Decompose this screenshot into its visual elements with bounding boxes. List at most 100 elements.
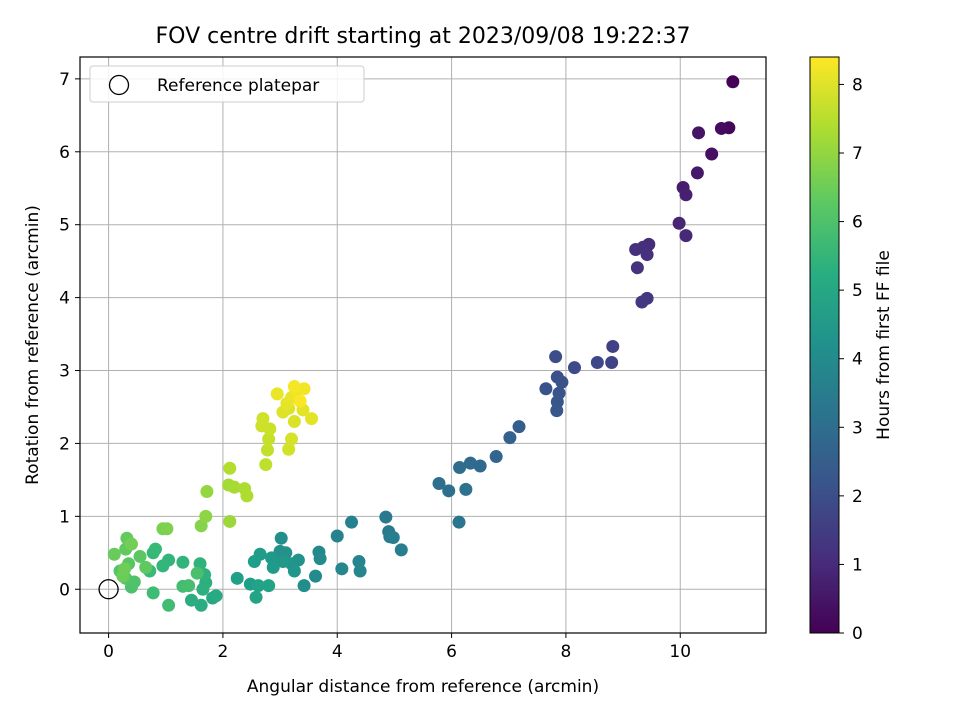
data-point xyxy=(199,509,213,523)
data-point xyxy=(287,564,301,578)
x-tick-label: 10 xyxy=(669,642,691,662)
x-tick-label: 6 xyxy=(446,642,457,662)
y-tick-label: 1 xyxy=(59,507,70,527)
data-point xyxy=(227,480,241,494)
y-axis-label: Rotation from reference (arcmin) xyxy=(23,205,43,485)
data-point xyxy=(287,380,301,394)
data-point xyxy=(282,442,296,456)
x-tick-label: 8 xyxy=(561,642,572,662)
data-point xyxy=(352,555,366,569)
data-point xyxy=(262,579,276,593)
data-point xyxy=(223,461,237,475)
colorbar-gradient xyxy=(809,56,840,634)
data-point xyxy=(590,355,604,369)
data-point xyxy=(146,586,160,600)
data-point xyxy=(240,489,254,503)
data-point xyxy=(353,564,367,578)
data-point xyxy=(118,562,132,576)
data-point xyxy=(305,412,319,426)
colorbar-tick-label: 8 xyxy=(852,75,863,95)
data-point xyxy=(249,590,263,604)
colorbar-ticks: 0 1 2 3 4 5 6 7 8 xyxy=(839,75,863,644)
y-tick-label: 7 xyxy=(59,70,70,90)
y-tick-label: 3 xyxy=(59,362,70,382)
colorbar-tick-label: 3 xyxy=(852,418,863,438)
colorbar-tick-label: 6 xyxy=(852,213,863,233)
data-point xyxy=(200,485,214,499)
data-point xyxy=(309,569,323,583)
plot-frame xyxy=(79,56,767,634)
legend-entry-label: Reference platepar xyxy=(157,76,319,96)
x-tick-label: 0 xyxy=(103,642,114,662)
data-point xyxy=(512,420,526,434)
x-axis-label: Angular distance from reference (arcmin) xyxy=(247,677,599,697)
colorbar: 0 1 2 3 4 5 6 7 8 Hours from first FF file xyxy=(809,56,894,644)
data-point xyxy=(251,579,265,593)
data-point xyxy=(156,559,170,573)
data-point xyxy=(555,375,569,389)
data-point xyxy=(605,355,619,369)
data-point xyxy=(432,477,446,491)
data-point xyxy=(256,412,270,426)
data-point xyxy=(209,589,223,603)
data-point xyxy=(330,529,344,543)
data-point xyxy=(133,549,147,563)
data-point xyxy=(274,531,288,545)
colorbar-tick-label: 4 xyxy=(852,350,863,370)
data-point xyxy=(386,530,400,544)
data-points xyxy=(98,75,740,612)
colorbar-tick-label: 1 xyxy=(852,555,863,575)
chart-title: FOV centre drift starting at 2023/09/08 … xyxy=(156,24,691,49)
data-point xyxy=(452,515,466,529)
reference-marker xyxy=(98,579,119,600)
data-point xyxy=(714,121,728,135)
data-point xyxy=(549,350,563,364)
legend-box xyxy=(89,65,365,103)
colorbar-label: Hours from first FF file xyxy=(874,250,894,440)
data-point xyxy=(463,456,477,470)
x-axis-ticks: 0 2 4 6 8 10 xyxy=(103,633,691,662)
data-point xyxy=(550,404,564,418)
data-point xyxy=(726,75,740,89)
data-point xyxy=(629,242,643,256)
data-point xyxy=(606,339,620,353)
y-tick-label: 2 xyxy=(59,434,70,454)
data-point xyxy=(297,579,311,593)
colorbar-tick-label: 5 xyxy=(852,281,863,301)
data-point xyxy=(679,188,693,202)
data-point xyxy=(293,394,307,408)
data-point xyxy=(679,229,693,243)
data-point xyxy=(247,555,261,569)
y-tick-label: 0 xyxy=(59,580,70,600)
data-point xyxy=(176,555,190,569)
y-tick-label: 6 xyxy=(59,143,70,163)
legend-marker-icon xyxy=(108,74,130,96)
data-point xyxy=(297,382,311,396)
data-point xyxy=(287,415,301,429)
y-tick-label: 5 xyxy=(59,216,70,236)
data-point xyxy=(162,598,176,612)
colorbar-tick-label: 7 xyxy=(852,144,863,164)
colorbar-tick-label: 2 xyxy=(852,487,863,507)
data-point xyxy=(262,432,276,446)
colorbar-tick-label: 0 xyxy=(852,624,863,644)
data-point xyxy=(270,387,284,401)
data-point xyxy=(223,514,237,528)
data-point xyxy=(285,432,299,446)
data-point xyxy=(335,562,349,576)
data-point xyxy=(261,443,275,457)
data-point xyxy=(230,571,244,585)
data-point xyxy=(160,522,174,536)
data-point xyxy=(266,560,280,574)
data-point xyxy=(124,537,138,551)
data-point xyxy=(182,579,196,593)
data-point xyxy=(672,216,686,230)
data-point xyxy=(379,510,393,524)
data-point xyxy=(194,598,208,612)
data-point xyxy=(630,261,644,275)
data-point xyxy=(276,555,290,569)
data-point xyxy=(190,566,204,580)
grid-lines xyxy=(80,57,766,633)
y-axis-ticks: 0 1 2 3 4 5 6 7 xyxy=(59,70,80,600)
data-point xyxy=(539,382,553,396)
